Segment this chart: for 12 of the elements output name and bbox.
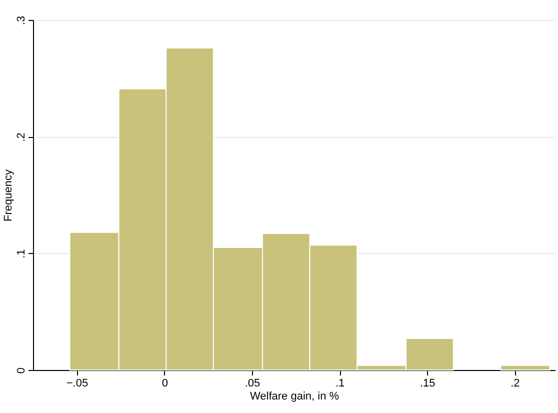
x-tick-label: 0	[162, 378, 168, 390]
y-tick-label: .1	[16, 249, 28, 258]
x-tick-label: .1	[335, 378, 345, 390]
x-axis-title: Welfare gain, in %	[250, 390, 340, 402]
y-tick-label: .2	[16, 132, 28, 142]
x-tick-label: .15	[420, 378, 436, 390]
x-tick-label: .05	[244, 378, 260, 390]
y-axis-title: Frequency	[2, 169, 14, 222]
x-tick-label: .2	[510, 378, 520, 390]
y-tick-label: 0	[16, 367, 28, 374]
x-tick-label: −.05	[66, 378, 88, 390]
y-tick-label: .3	[16, 16, 28, 26]
